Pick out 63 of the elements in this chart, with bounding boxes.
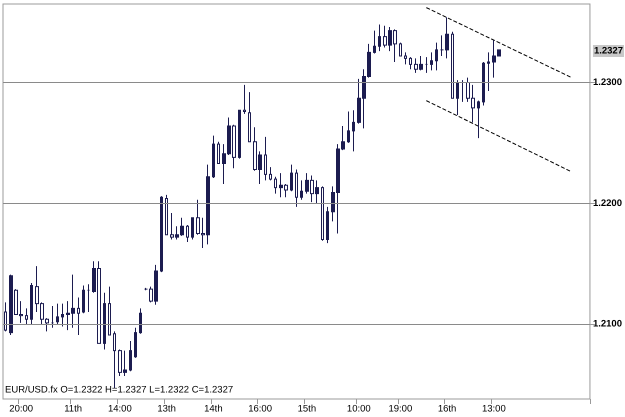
candlestick	[461, 80, 464, 102]
candlestick	[378, 24, 381, 52]
candlestick	[326, 206, 329, 244]
candlestick	[264, 136, 267, 181]
x-tick-label: 13th	[157, 404, 176, 414]
candlestick	[399, 42, 402, 56]
candlestick	[212, 135, 215, 178]
candlestick	[25, 308, 28, 325]
candlestick	[373, 30, 376, 54]
candlestick	[409, 56, 412, 70]
annotation: EUR/USD.fx O=1.2322 H=1.2327 L=1.2322 C=1.2327	[5, 384, 234, 396]
candlestick	[248, 92, 251, 142]
candlestick	[129, 340, 132, 372]
candlestick	[435, 42, 438, 71]
candlestick	[77, 297, 80, 336]
candlestick	[295, 168, 298, 208]
x-tick-label: 11th	[64, 404, 82, 414]
candlestick	[243, 84, 246, 114]
candlestick	[238, 110, 241, 160]
candlestick	[487, 52, 490, 92]
candlestick	[290, 164, 293, 192]
candlestick	[352, 110, 355, 152]
x-tick-label: 20:00	[9, 404, 34, 414]
candlestick	[347, 111, 350, 144]
y-tick-label: 1.2100	[592, 318, 622, 330]
x-tick-label: 13:00	[482, 404, 506, 414]
candlestick	[269, 166, 272, 181]
candlestick	[139, 308, 142, 334]
candlestick	[165, 194, 168, 236]
candlestick	[186, 224, 189, 242]
candlestick	[56, 303, 59, 325]
y-tick-label: 1.2200	[592, 198, 622, 209]
candlestick	[321, 186, 324, 242]
candlestick	[30, 282, 33, 325]
candlestick	[477, 100, 480, 139]
candlestick	[103, 292, 106, 350]
candlestick	[217, 141, 220, 164]
x-tick-label: 15th	[298, 404, 316, 414]
candlestick	[274, 176, 277, 194]
candlestick	[404, 52, 407, 65]
candlestick	[108, 286, 111, 336]
candlestick	[191, 217, 194, 240]
candlestick	[456, 80, 459, 116]
x-tick-label: 14th	[204, 404, 223, 414]
candlestick	[51, 305, 54, 328]
candlestick	[87, 284, 90, 313]
candlestick	[4, 302, 7, 332]
x-tick-label: 16:00	[248, 404, 272, 414]
x-tick-label: 14:00	[108, 404, 132, 414]
candlestick	[451, 31, 454, 99]
x-tick-label: 16th	[438, 404, 456, 414]
candlestick	[160, 196, 163, 273]
x-tick-label: 19:00	[388, 404, 412, 414]
x-tick-label: 10:00	[346, 404, 371, 414]
text: 1.2327	[594, 46, 624, 56]
candlestick	[430, 52, 433, 71]
candlestick	[134, 327, 137, 358]
candlestick	[425, 56, 428, 74]
candlestick	[300, 180, 303, 200]
candlestick	[61, 303, 64, 328]
candlestick	[482, 61, 485, 106]
candlestick	[82, 284, 85, 314]
y-tick-label: 1.2300	[592, 77, 622, 88]
